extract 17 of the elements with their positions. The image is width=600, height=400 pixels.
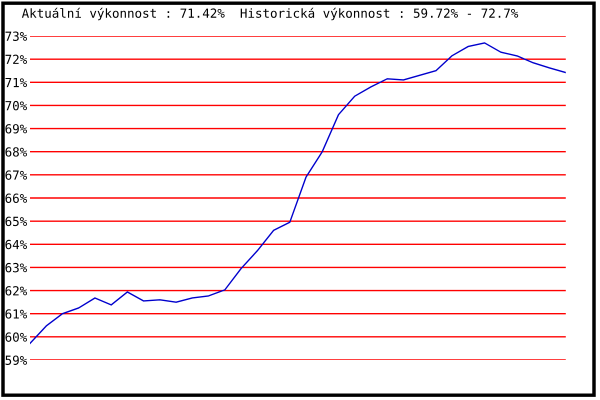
y-tick-label: 71% (5, 78, 28, 88)
y-tick-label: 61% (5, 309, 28, 319)
y-tick-label: 66% (5, 194, 28, 203)
line-series (30, 42, 566, 344)
y-tick-label: 70% (5, 100, 28, 110)
y-tick-label: 63% (5, 262, 28, 272)
y-tick-label: 59% (6, 356, 28, 365)
y-tick-label: 67% (5, 170, 28, 180)
y-tick-label: 64% (5, 240, 28, 250)
y-tick-label: 73% (5, 32, 28, 41)
y-tick-label: 62% (5, 286, 28, 296)
y-tick-label: 60% (5, 332, 28, 342)
y-tick-label: 68% (5, 147, 28, 157)
y-tick-label: 65% (5, 216, 28, 226)
chart-title: Aktuální výkonnost : 71.42% Historická výkonnost : 59.72% - 72.7% (22, 8, 518, 20)
y-tick-label: 72% (5, 54, 28, 64)
y-tick-label: 69% (5, 124, 28, 134)
